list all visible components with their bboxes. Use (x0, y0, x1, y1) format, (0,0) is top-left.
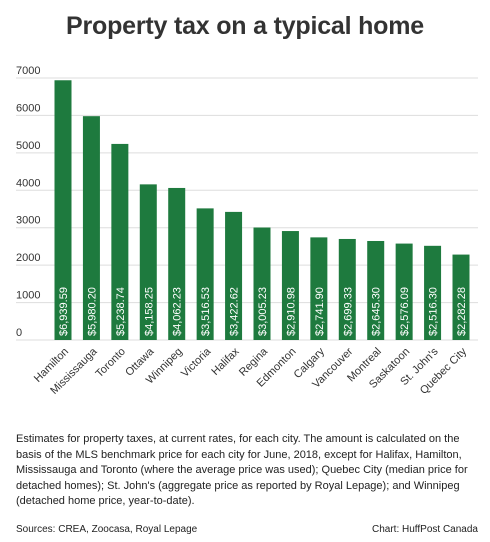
bar (310, 237, 328, 340)
y-tick-label: 5000 (16, 140, 40, 152)
bar (225, 211, 243, 340)
bar (168, 187, 186, 340)
bar (395, 243, 413, 340)
bar-value-label: $3,005.23 (257, 287, 269, 336)
bar (54, 80, 72, 341)
bar (281, 231, 299, 340)
y-tick-label: 1000 (16, 290, 40, 302)
bar-value-label: $4,062.23 (172, 287, 184, 336)
chart-title: Property tax on a typical home (66, 12, 424, 40)
y-tick-label: 4000 (16, 177, 40, 189)
bar-value-label: $5,238.74 (115, 287, 127, 336)
chart-credit: Chart: HuffPost Canada (372, 524, 478, 535)
x-tick-label: Halifax (209, 345, 242, 378)
bar (196, 208, 214, 340)
chart-footer: Sources: CREA, Zoocasa, Royal Lepage Cha… (16, 524, 478, 535)
bar-value-label: $2,699.33 (342, 287, 354, 336)
bar-value-label: $4,158.25 (143, 287, 155, 336)
bar-value-label: $3,422.62 (229, 287, 241, 336)
bar (139, 184, 157, 340)
chart-notes: Estimates for property taxes, at current… (16, 433, 468, 508)
sources-text: Sources: CREA, Zoocasa, Royal Lepage (16, 524, 198, 535)
y-tick-label: 3000 (16, 215, 40, 227)
bar-value-label: $2,741.90 (314, 287, 326, 336)
x-tick-label: Toronto (94, 346, 128, 380)
bar-value-label: $2,516.30 (428, 287, 440, 336)
bar (82, 116, 100, 341)
bar (424, 245, 442, 340)
bar-chart: 0 1000 2000 3000 4000 5000 6000 7000 $6,939.59 Ha… (16, 65, 478, 397)
bar (452, 254, 470, 340)
bar (253, 227, 271, 340)
y-tick-label: 6000 (16, 102, 40, 114)
bar-value-label: $2,282.28 (456, 287, 468, 336)
y-tick-label: 0 (16, 327, 22, 339)
bar-value-label: $3,516.53 (200, 287, 212, 336)
y-tick-label: 2000 (16, 252, 40, 264)
bar (111, 143, 129, 340)
bar-value-label: $6,939.59 (58, 287, 70, 336)
bar (367, 240, 385, 340)
bar-value-label: $2,576.09 (399, 287, 411, 336)
bar (338, 238, 356, 340)
x-tick-label: Victoria (179, 345, 214, 380)
bar-value-label: $2,910.98 (285, 287, 297, 336)
bar-value-label: $5,980.20 (86, 287, 98, 336)
y-tick-label: 7000 (16, 65, 40, 77)
bar-value-label: $2,645.30 (371, 287, 383, 336)
